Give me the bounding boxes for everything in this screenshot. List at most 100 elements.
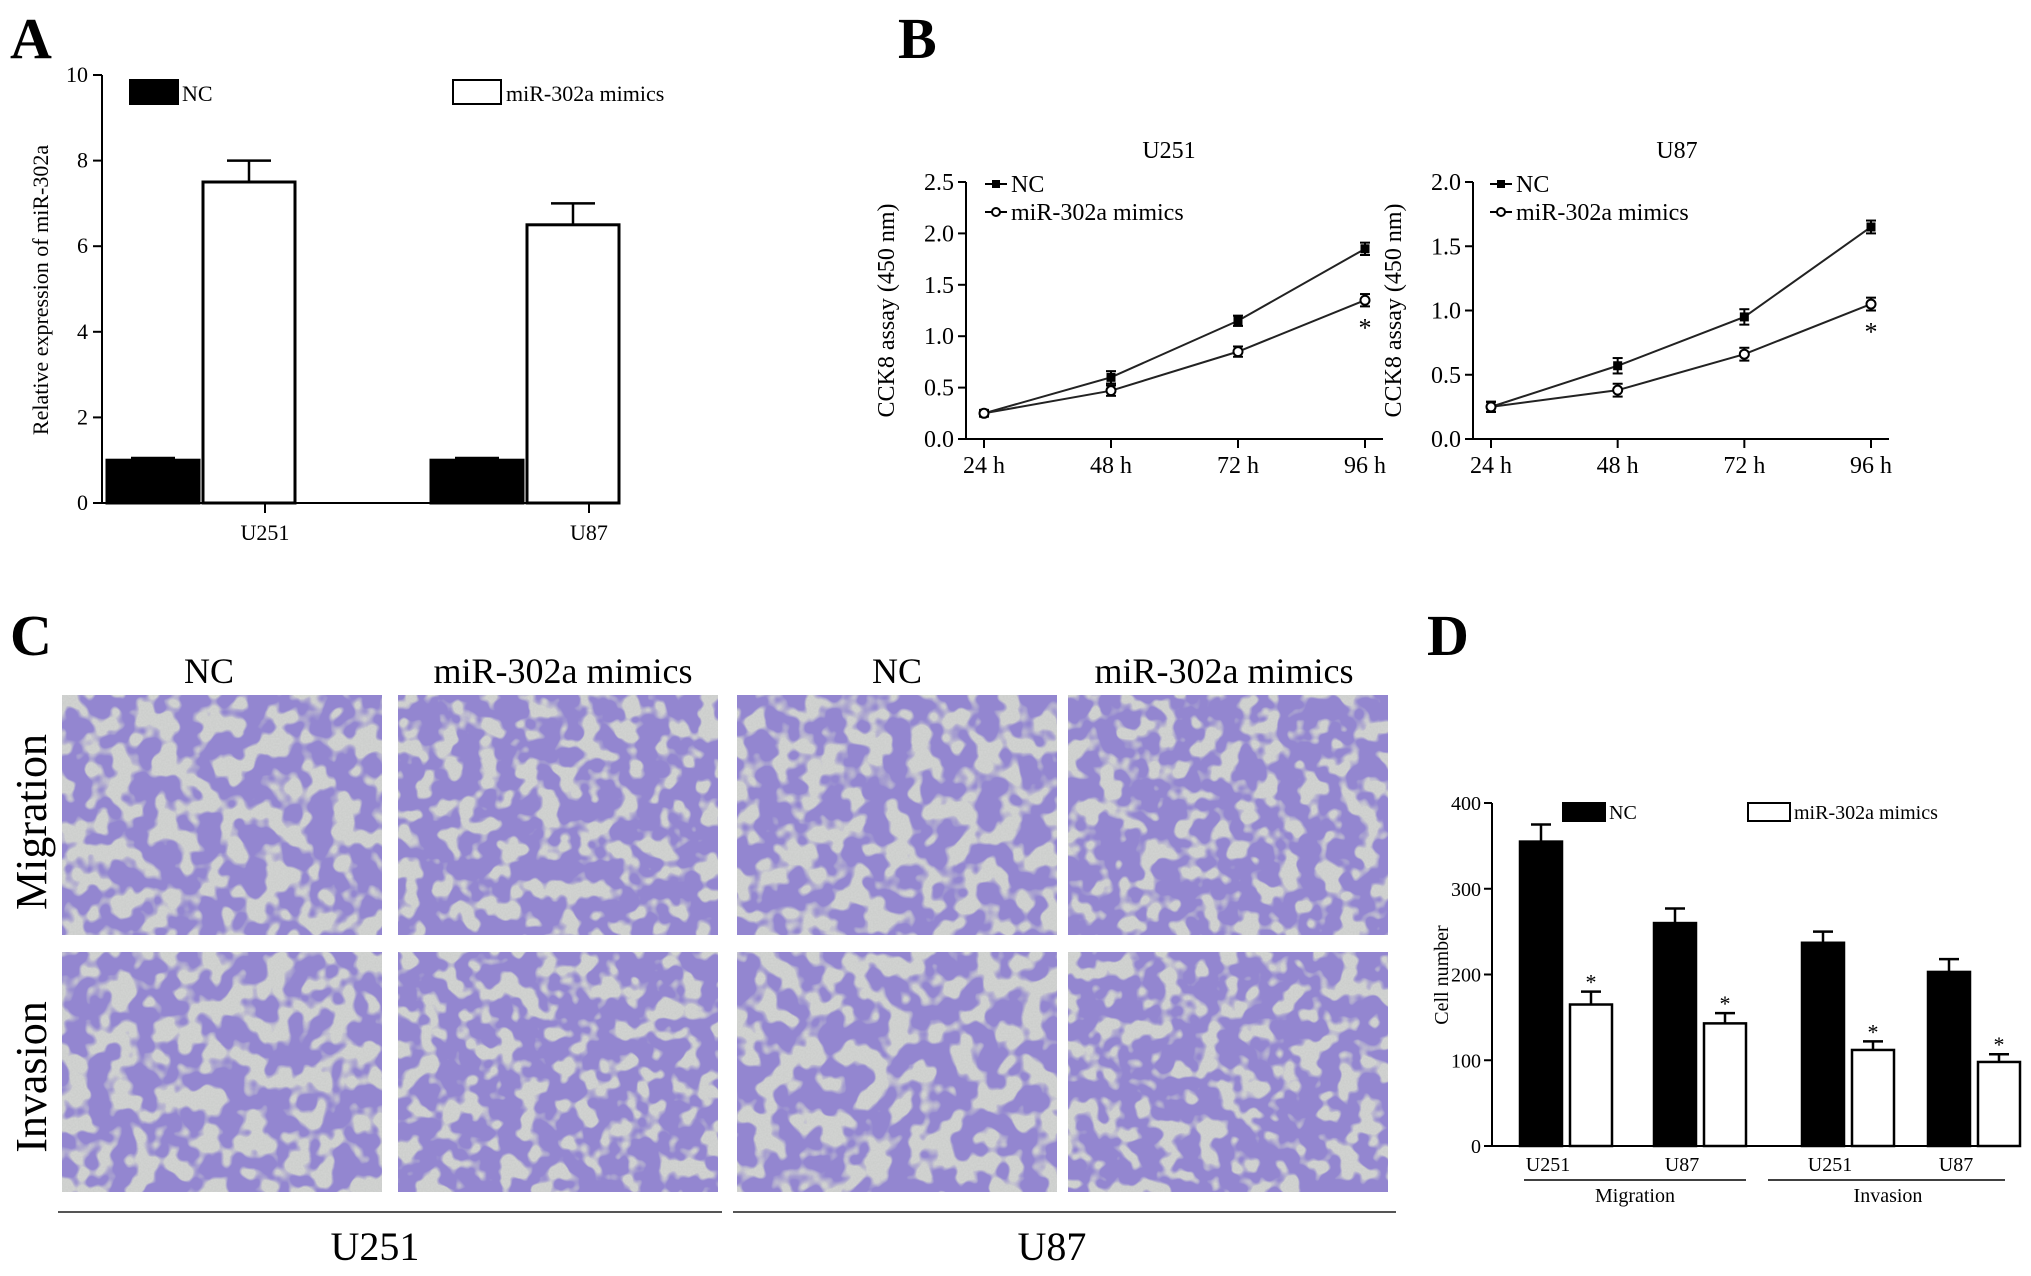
legend-swatch-nc	[1562, 802, 1606, 822]
legend-swatch-mimics	[1747, 802, 1791, 822]
y-tick-label: 100	[1451, 1050, 1481, 1072]
legend-label-nc: NC	[182, 81, 213, 106]
panel-c-images: NC miR-302a mimics NC miR-302a mimics Mi…	[7, 651, 1396, 1269]
chart-panel-d: 0 100 200 300 400 Cell number * U251 * U87 * U251 * U…	[1431, 793, 2022, 1207]
group-label-u87: U87	[1018, 1224, 1087, 1269]
bar-nc	[1800, 941, 1846, 1148]
y-axis-label: Relative expression of miR-302a	[28, 145, 53, 435]
bar-mimics	[1568, 1003, 1614, 1148]
data-point-nc	[1613, 361, 1623, 371]
significance-marker: *	[1865, 318, 1878, 347]
bar-nc	[1926, 970, 1972, 1148]
y-tick-label: 200	[1451, 965, 1481, 987]
panel-letter-b: B	[898, 6, 937, 71]
y-tick-label: 4	[77, 319, 88, 344]
y-tick-label: 10	[66, 62, 88, 87]
image-migration-nc-u87-stained-cells	[737, 695, 1057, 935]
data-point-mimics	[1105, 385, 1117, 397]
image-invasion-nc-u251-stained-cells	[62, 952, 382, 1192]
significance-marker: *	[1359, 313, 1372, 342]
y-tick-label: 0	[1471, 1136, 1481, 1158]
x-tick-label: 24 h	[963, 453, 1005, 479]
chart-title: U87	[1656, 138, 1697, 164]
x-tick-label: 72 h	[1217, 453, 1259, 479]
y-tick-label: 1.5	[924, 273, 954, 299]
x-tick-label: 96 h	[1850, 453, 1892, 479]
image-invasion-mimics-u251-stained-cells	[398, 952, 718, 1192]
data-point-nc	[1360, 244, 1370, 254]
legend-marker-nc	[992, 180, 1000, 188]
x-tick-label: 96 h	[1344, 453, 1386, 479]
panel-letter-d: D	[1427, 603, 1469, 668]
spacer	[0, 0, 594, 503]
legend-swatch-mimics	[452, 79, 502, 105]
x-tick-label: 24 h	[1470, 453, 1512, 479]
series-line-mimics	[1490, 303, 1872, 408]
x-tick-label: 72 h	[1723, 453, 1765, 479]
data-point-mimics	[978, 407, 990, 419]
x-tick-label: 48 h	[1597, 453, 1639, 479]
bar-nc	[1518, 840, 1564, 1148]
y-tick-label: 1.0	[1431, 299, 1461, 325]
data-point-nc	[1866, 222, 1876, 232]
chart-title: U251	[1142, 138, 1195, 164]
legend-label-mimics: miR-302a mimics	[1516, 200, 1689, 226]
y-tick-label: 0.5	[1431, 363, 1461, 389]
image-migration-nc-u251-stained-cells	[62, 695, 382, 935]
data-point-mimics	[1738, 348, 1750, 360]
y-tick-label: 2.0	[1431, 170, 1461, 196]
y-axis-label: CCK8 assay (450 nm)	[874, 204, 900, 418]
bar-mimics	[1976, 1060, 2022, 1148]
image-invasion-nc-u87-stained-cells	[737, 952, 1057, 1192]
series-line-nc	[983, 247, 1366, 415]
image-migration-mimics-u251-stained-cells	[398, 695, 718, 935]
column-label-mimics-u251: miR-302a mimics	[434, 651, 693, 691]
bar-mimics-u87	[525, 223, 621, 505]
significance-marker: *	[1720, 991, 1731, 1016]
chart-panel-b-u87: U87 0.0 0.5 1.0 1.5 2.0 CCK8 assay (450 nm) 24 …	[1381, 138, 1892, 479]
bar-nc-u251	[105, 458, 201, 505]
y-tick-label: 2.5	[924, 170, 954, 196]
column-label-nc-u251: NC	[184, 651, 234, 691]
bar-mimics	[1850, 1048, 1896, 1148]
x-tick-label: U251	[1808, 1154, 1852, 1176]
bar-mimics-u251	[201, 180, 297, 505]
legend-marker-mimics	[1496, 207, 1506, 217]
y-axis-label: Cell number	[1431, 925, 1453, 1025]
legend-marker-mimics	[991, 207, 1001, 217]
row-label-invasion: Invasion	[7, 1001, 56, 1153]
x-tick-label: U87	[1939, 1154, 1973, 1176]
bar-nc	[1652, 921, 1698, 1148]
y-tick-label: 0.0	[1431, 427, 1461, 453]
data-point-mimics	[1485, 401, 1497, 413]
group-label-u251: U251	[331, 1224, 420, 1269]
data-point-nc	[1106, 372, 1116, 382]
y-tick-label: 300	[1451, 879, 1481, 901]
x-tick-label: U251	[241, 520, 290, 545]
data-point-nc	[1739, 312, 1749, 322]
y-tick-label: 1.5	[1431, 234, 1461, 260]
y-tick-label: 1.0	[924, 324, 954, 350]
legend-label-mimics: miR-302a mimics	[1794, 802, 1938, 824]
data-point-mimics	[1865, 298, 1877, 310]
x-tick-label: U87	[570, 520, 608, 545]
panel-letter-c: C	[10, 603, 52, 668]
chart-panel-b-u251: U251 0.0 0.5 1.0 1.5 2.0 2.5 CCK8 assay (450 nm…	[874, 138, 1386, 479]
y-tick-label: 0.0	[924, 427, 954, 453]
legend-swatch-nc	[129, 79, 179, 105]
y-tick-label: 400	[1451, 793, 1481, 815]
bar-mimics	[1702, 1022, 1748, 1148]
bar-nc-u87	[429, 458, 525, 505]
y-tick-label: 2.0	[924, 221, 954, 247]
series-line-mimics	[983, 299, 1366, 415]
group-label-invasion: Invasion	[1854, 1185, 1923, 1207]
image-migration-mimics-u87-stained-cells	[1068, 695, 1388, 935]
group-label-migration: Migration	[1595, 1185, 1675, 1207]
panel-letter-a: A	[10, 6, 52, 71]
legend-label-nc: NC	[1011, 172, 1044, 198]
y-axis-label: CCK8 assay (450 nm)	[1381, 204, 1407, 418]
data-point-nc	[1233, 316, 1243, 326]
legend-label-nc: NC	[1609, 802, 1637, 824]
image-invasion-mimics-u87-stained-cells	[1068, 952, 1388, 1192]
row-label-migration: Migration	[7, 734, 56, 910]
